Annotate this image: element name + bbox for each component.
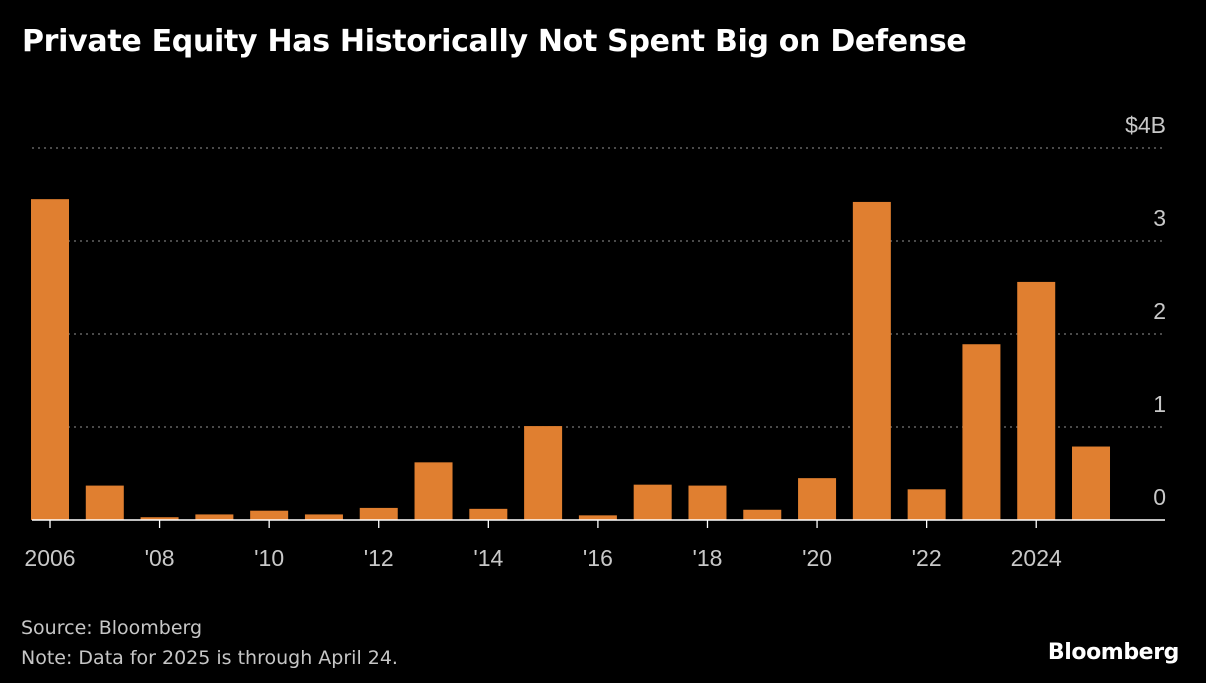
x-tick-label: '12 xyxy=(364,545,394,571)
bar-2020 xyxy=(798,478,837,520)
y-tick-label: 3 xyxy=(1153,205,1166,231)
x-tick-label: 2024 xyxy=(1011,545,1062,571)
bar-2009 xyxy=(195,514,234,520)
bar-2016 xyxy=(578,515,617,520)
bar-2007 xyxy=(85,485,124,520)
x-tick-label: '20 xyxy=(802,545,832,571)
x-tick-labels: 2006 '08 '10 '12 '14 '16 '18 '20 '22 2024 xyxy=(24,520,1062,571)
y-tick-label: $4B xyxy=(1125,112,1166,138)
bars xyxy=(31,199,1111,520)
bar-2013 xyxy=(414,462,453,520)
x-tick-label: '18 xyxy=(692,545,722,571)
x-tick-label: '14 xyxy=(473,545,503,571)
bar-2021 xyxy=(852,201,891,520)
x-tick-label: '08 xyxy=(145,545,175,571)
y-tick-labels: 0 1 2 3 $4B xyxy=(1125,112,1166,510)
bar-2008 xyxy=(140,517,179,520)
bar-2006 xyxy=(31,199,69,520)
x-tick-label: 2006 xyxy=(24,545,75,571)
y-tick-label: 1 xyxy=(1153,391,1166,417)
bar-2019 xyxy=(743,509,782,520)
data-note: Note: Data for 2025 is through April 24. xyxy=(21,647,398,669)
y-tick-label: 0 xyxy=(1153,484,1166,510)
bar-2023 xyxy=(962,344,1001,520)
y-tick-label: 2 xyxy=(1153,298,1166,324)
bar-2024 xyxy=(1017,281,1056,520)
bar-2018 xyxy=(688,485,727,520)
bar-2022 xyxy=(907,489,946,520)
chart-title: Private Equity Has Historically Not Spen… xyxy=(22,24,967,59)
x-tick-label: '22 xyxy=(912,545,942,571)
bloomberg-logo: Bloomberg xyxy=(1047,640,1180,665)
x-tick-label: '16 xyxy=(583,545,613,571)
source-note: Source: Bloomberg xyxy=(21,617,203,639)
x-tick-label: '10 xyxy=(254,545,284,571)
bar-2015 xyxy=(524,426,563,520)
bar-2014 xyxy=(469,508,508,520)
bar-2010 xyxy=(250,510,289,520)
bar-2011 xyxy=(304,514,343,520)
bar-2017 xyxy=(633,484,672,520)
bar-2012 xyxy=(359,507,398,520)
bar-2025 xyxy=(1072,446,1111,520)
